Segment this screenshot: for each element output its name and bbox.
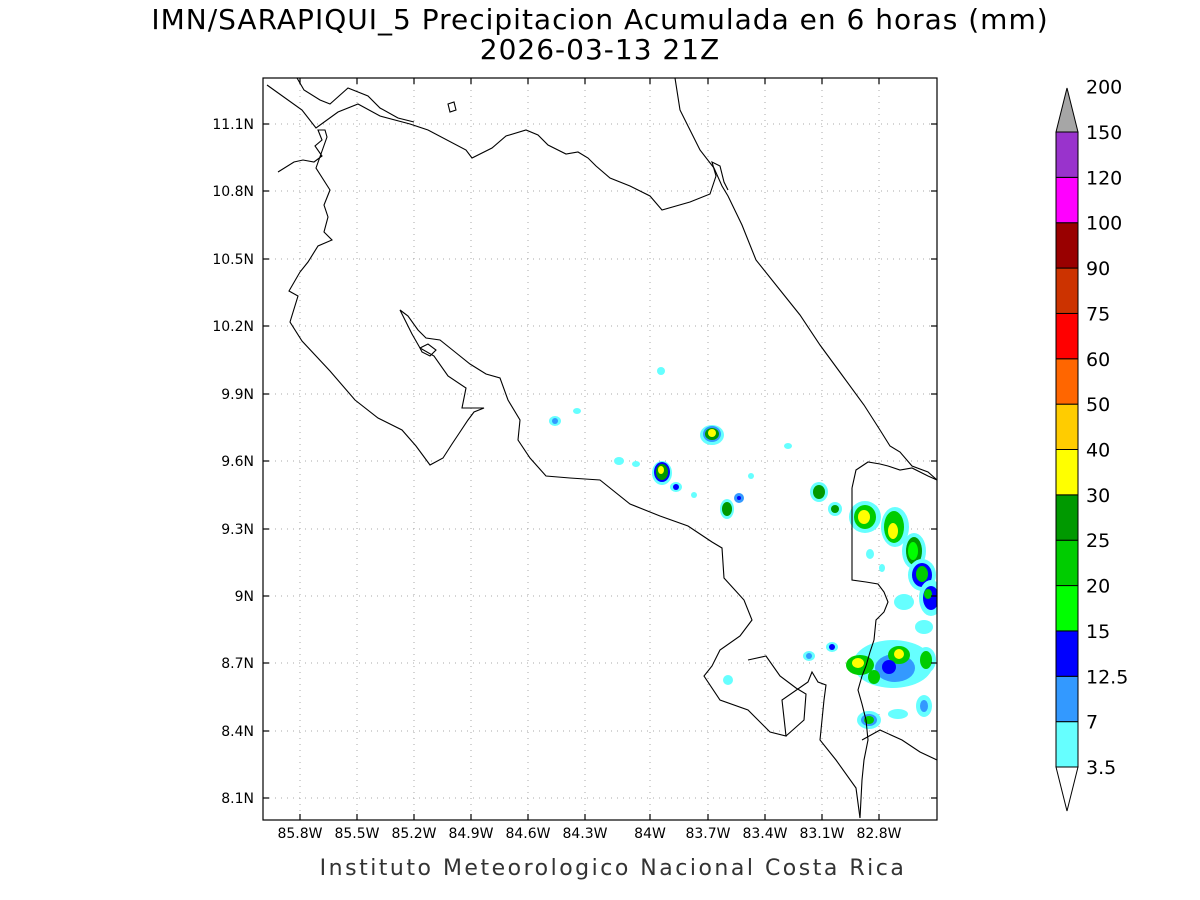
colorbar	[1055, 87, 1079, 812]
map-frame	[262, 77, 938, 821]
map-title: IMN/SARAPIQUI_5 Precipitacion Acumulada …	[151, 3, 1049, 36]
colorbar-swatch	[1055, 449, 1079, 496]
footer-credit: Instituto Meteorologico Nacional Costa R…	[319, 856, 907, 881]
x-tick-label: 85.8W	[277, 826, 322, 842]
precipitation-shading	[549, 367, 937, 729]
x-axis-labels: 85.8W 85.5W 85.2W 84.9W 84.6W 84.3W 84W …	[277, 826, 901, 842]
x-tick-label: 85.2W	[391, 826, 436, 842]
colorbar-lower-arrow	[1055, 766, 1079, 812]
x-tick-label: 84.6W	[505, 826, 550, 842]
colorbar-upper-arrow	[1055, 87, 1079, 133]
y-tick-label: 9N	[235, 589, 254, 605]
y-tick-label: 11.1N	[212, 117, 254, 133]
colorbar-swatch	[1055, 539, 1079, 587]
y-tick-label: 10.8N	[212, 184, 254, 200]
axis-ticks	[263, 78, 937, 820]
colorbar-label: 15	[1086, 621, 1110, 643]
colorbar-label: 20	[1086, 576, 1110, 598]
colorbar-swatch	[1055, 176, 1079, 224]
colorbar-label: 120	[1086, 167, 1122, 189]
map-gridlines	[263, 78, 937, 820]
colorbar-label: 50	[1086, 394, 1110, 416]
colorbar-labels: 3.5 7 12.5 15 20 25 30 40 50 60 75 90 100 120 150 200	[1086, 77, 1128, 779]
y-tick-label: 9.6N	[221, 454, 254, 470]
colorbar-label: 200	[1086, 77, 1122, 99]
colorbar-swatch	[1055, 312, 1079, 360]
x-tick-label: 83.4W	[742, 826, 787, 842]
colorbar-label: 12.5	[1086, 666, 1128, 688]
colorbar-swatch	[1055, 131, 1079, 178]
colorbar-label: 75	[1086, 303, 1110, 325]
colorbar-swatch	[1055, 358, 1079, 405]
colorbar-label: 7	[1086, 712, 1098, 734]
x-tick-label: 85.5W	[334, 826, 379, 842]
colorbar-swatch	[1055, 675, 1079, 723]
colorbar-swatch	[1055, 267, 1079, 314]
colorbar-swatch	[1055, 721, 1079, 768]
colorbar-label: 150	[1086, 122, 1122, 144]
x-tick-label: 83.7W	[685, 826, 730, 842]
colorbar-label: 90	[1086, 258, 1110, 280]
x-tick-label: 84.9W	[448, 826, 493, 842]
colorbar-label: 30	[1086, 485, 1110, 507]
y-tick-label: 9.3N	[221, 522, 254, 538]
map-subtitle: 2026-03-13 21Z	[479, 33, 721, 66]
y-tick-label: 9.9N	[221, 387, 254, 403]
x-tick-label: 84W	[634, 826, 666, 842]
x-tick-label: 83.1W	[799, 826, 844, 842]
colorbar-label: 40	[1086, 440, 1110, 462]
colorbar-label: 25	[1086, 530, 1110, 552]
y-tick-label: 8.7N	[221, 656, 254, 672]
x-tick-label: 84.3W	[562, 826, 607, 842]
y-tick-label: 8.4N	[221, 724, 254, 740]
colorbar-swatch	[1055, 222, 1079, 269]
y-axis-labels: 11.1N 10.8N 10.5N 10.2N 9.9N 9.6N 9.3N 9…	[212, 117, 254, 807]
colorbar-swatch	[1055, 630, 1079, 677]
colorbar-swatch	[1055, 403, 1079, 450]
y-tick-label: 10.2N	[212, 319, 254, 335]
y-tick-label: 8.1N	[221, 791, 254, 807]
coastline	[266, 78, 937, 819]
colorbar-label: 100	[1086, 213, 1122, 235]
colorbar-swatch	[1055, 585, 1079, 632]
x-tick-label: 82.8W	[856, 826, 901, 842]
colorbar-swatch	[1055, 494, 1079, 541]
colorbar-label: 60	[1086, 349, 1110, 371]
colorbar-label: 3.5	[1086, 757, 1116, 779]
y-tick-label: 10.5N	[212, 252, 254, 268]
